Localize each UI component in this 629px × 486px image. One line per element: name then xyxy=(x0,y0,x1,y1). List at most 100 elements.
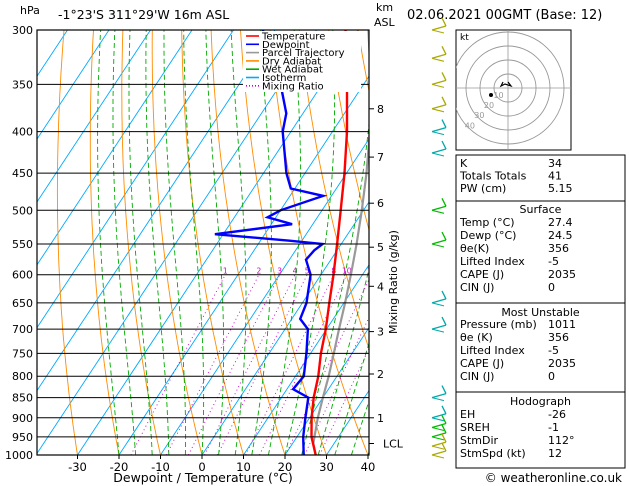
pressure-tick-label: 600 xyxy=(12,269,33,282)
mixing-ratio-label: 3 xyxy=(277,267,282,276)
isotherm-line xyxy=(37,30,234,329)
wind-barb-flag xyxy=(431,152,445,157)
hodograph-row-value: -1 xyxy=(548,421,559,434)
hodograph-row-label: EH xyxy=(460,408,475,421)
pressure-tick-label: 700 xyxy=(12,323,33,336)
mixing-ratio-label: 2 xyxy=(257,267,262,276)
most-unstable-row-label: CAPE (J) xyxy=(460,357,504,370)
wind-barb-flag xyxy=(431,417,445,422)
legend-label: Dry Adiabat xyxy=(262,56,321,67)
legend-label: Isotherm xyxy=(262,73,306,84)
wind-barb-flag xyxy=(441,72,447,81)
wind-barb-flag xyxy=(431,243,445,248)
dry-adiabat-line xyxy=(151,30,203,455)
wind-barb-flag xyxy=(441,442,447,452)
wind-barb-flag xyxy=(431,302,445,307)
wet-adiabat-line xyxy=(317,267,369,455)
wind-barb-flag xyxy=(431,29,445,34)
isotherm-line xyxy=(37,30,193,266)
wind-barb-flag xyxy=(441,17,447,27)
mixing-ratio-line xyxy=(165,274,260,455)
wind-barb-shaft xyxy=(431,53,447,59)
wet-adiabat-line xyxy=(145,30,170,455)
surface-box xyxy=(455,200,626,304)
surface-row-value: 356 xyxy=(548,242,569,255)
mixing-ratio-label: 1 xyxy=(223,267,228,276)
surface-row-label: Temp (°C) xyxy=(459,216,515,229)
dry-adiabat-line xyxy=(328,30,369,232)
wind-barb-flag xyxy=(441,119,447,128)
isotherm-line xyxy=(37,30,317,455)
temp-tick-label: 0 xyxy=(198,460,205,474)
surface-row-label: CIN (J) xyxy=(460,281,494,294)
dry-adiabat-line xyxy=(89,30,120,455)
pressure-tick-label: 350 xyxy=(12,78,33,91)
index-row-value: 41 xyxy=(548,170,562,183)
wet-adiabat-line xyxy=(251,30,272,455)
wind-barb-flag xyxy=(441,96,447,106)
isotherm-line xyxy=(37,30,68,78)
isotherm-line xyxy=(77,30,359,455)
hodograph-row-label: StmDir xyxy=(460,434,499,447)
wind-barb-shaft xyxy=(431,239,447,245)
hodograph-row-value: 12 xyxy=(548,447,562,460)
dry-adiabat-line xyxy=(121,30,161,455)
axes: 3003504004505005506006507007508008509009… xyxy=(5,24,404,474)
most-unstable-row-value: 356 xyxy=(548,331,569,344)
pressure-tick-label: 650 xyxy=(12,297,33,310)
legend-label: Temperature xyxy=(261,32,325,43)
surface-row-label: θe(K) xyxy=(460,242,489,255)
most-unstable-box xyxy=(455,302,626,393)
hodograph-unit-label: kt xyxy=(460,33,469,43)
surface-row-value: 24.5 xyxy=(548,229,573,242)
pressure-tick-label: 550 xyxy=(12,238,33,251)
wind-barb-flag xyxy=(441,290,447,300)
x-axis-label: Dewpoint / Temperature (°C) xyxy=(113,470,292,485)
surface-row-label: Dewp (°C) xyxy=(460,229,516,242)
wind-barb-flag xyxy=(431,397,445,402)
surface-row-value: 27.4 xyxy=(548,216,573,229)
wind-barb-shaft xyxy=(431,450,447,456)
wind-barb-flag xyxy=(431,445,445,450)
hpa-unit-label: hPa xyxy=(20,4,40,17)
wind-barb-shaft xyxy=(431,324,447,330)
wind-barb-shaft xyxy=(431,126,447,133)
most-unstable-row-value: 1011 xyxy=(548,318,576,331)
km-tick-label: 5 xyxy=(377,241,384,254)
wind-barb-shaft xyxy=(431,413,447,419)
wind-barb-flag xyxy=(441,316,447,326)
km-tick-label: 2 xyxy=(377,368,384,381)
wind-barb-shaft xyxy=(431,432,447,438)
km-tick-label: 4 xyxy=(377,280,384,293)
pressure-tick-label: 950 xyxy=(12,431,33,444)
most-unstable-row-value: 2035 xyxy=(548,357,576,370)
surface-row-value: 0 xyxy=(548,281,555,294)
pressure-tick-label: 1000 xyxy=(5,449,33,462)
km-tick-label: 1 xyxy=(377,412,384,425)
mixing-ratio-label: 4 xyxy=(293,267,298,276)
pressure-tick-label: 400 xyxy=(12,126,33,139)
mixing-ratio-label: 25 xyxy=(399,267,409,276)
pressure-tick-label: 500 xyxy=(12,204,33,217)
hodograph-table-title: Hodograph xyxy=(510,395,571,408)
hodograph-row-value: 112° xyxy=(548,434,575,447)
wind-barb-shaft xyxy=(431,25,447,31)
index-row-value: 5.15 xyxy=(548,182,573,195)
km-tick-label: 7 xyxy=(377,151,384,164)
pressure-tick-label: 850 xyxy=(12,392,33,405)
most-unstable-row-label: θe (K) xyxy=(460,331,493,344)
mixing-ratio-label: 5 xyxy=(305,267,310,276)
wind-barb-flag xyxy=(431,108,445,113)
wind-barb-flag xyxy=(441,424,447,434)
mixing-ratio-line xyxy=(187,274,281,455)
km-tick-label: 3 xyxy=(377,326,384,339)
temp-tick-label: 10 xyxy=(236,460,251,474)
pressure-tick-label: 450 xyxy=(12,167,33,180)
hodograph-row-label: StmSpd (kt) xyxy=(460,447,526,460)
temp-tick-label: 40 xyxy=(361,460,376,474)
surface-row-value: -5 xyxy=(548,255,559,268)
wind-barb-flag xyxy=(441,46,447,55)
